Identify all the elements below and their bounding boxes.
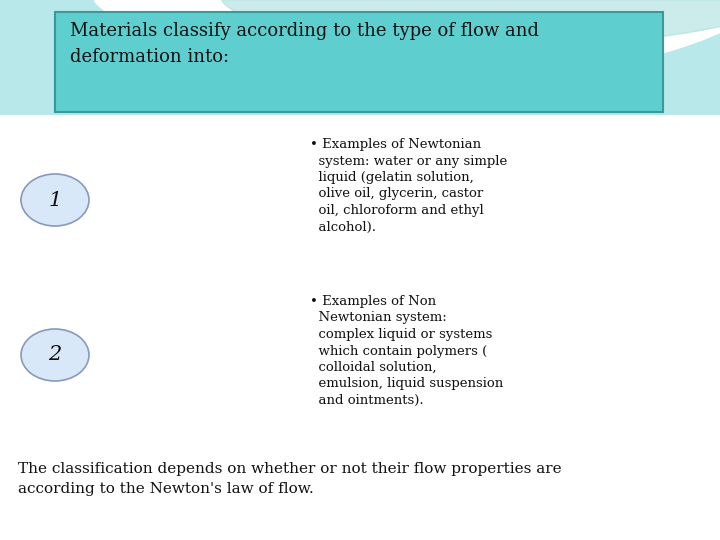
FancyBboxPatch shape (0, 115, 720, 540)
Text: • Examples of Non
  Newtonian system:
  complex liquid or systems
  which contai: • Examples of Non Newtonian system: comp… (310, 295, 503, 407)
Text: • Examples of Newtonian
  system: water or any simple
  liquid (gelatin solution: • Examples of Newtonian system: water or… (310, 138, 508, 233)
Ellipse shape (21, 174, 89, 226)
Text: Materials classify according to the type of flow and
deformation into:: Materials classify according to the type… (70, 22, 539, 66)
Text: The classification depends on whether or not their flow properties are
according: The classification depends on whether or… (18, 462, 562, 496)
Text: 2: 2 (48, 346, 62, 365)
FancyBboxPatch shape (55, 12, 663, 112)
Ellipse shape (21, 329, 89, 381)
Text: 1: 1 (48, 191, 62, 210)
FancyBboxPatch shape (0, 0, 720, 115)
